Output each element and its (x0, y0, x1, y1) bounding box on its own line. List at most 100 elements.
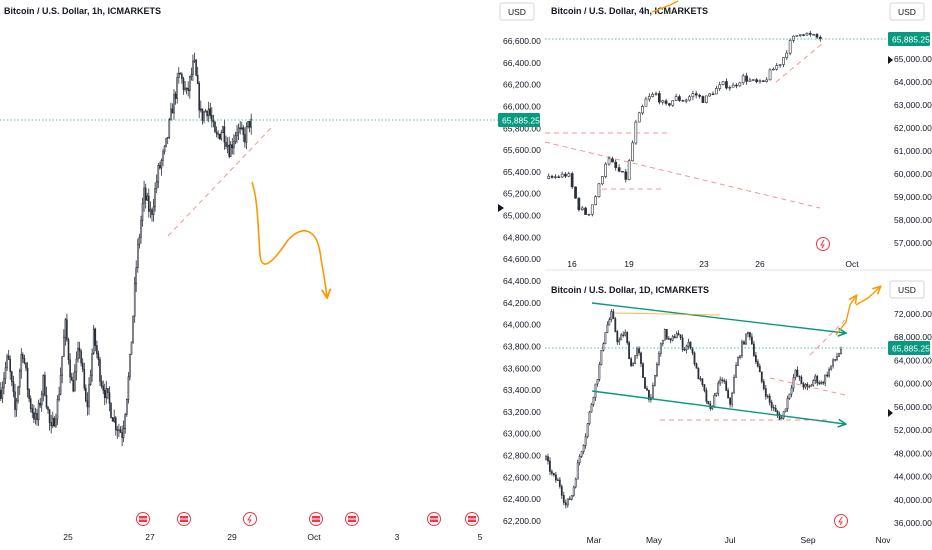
y-tick-label: 64,000.00 (503, 320, 541, 330)
dividend-bolt-icon[interactable] (243, 512, 257, 526)
candle-body (570, 495, 573, 500)
candle-body (29, 398, 32, 409)
dividend-bolt-icon[interactable] (816, 237, 830, 251)
candle-body (624, 171, 628, 180)
candle-body (705, 390, 708, 402)
candle-body (570, 173, 574, 188)
dividend-bolt-icon[interactable] (834, 514, 848, 528)
chart-1d-projection-arrow-2[interactable] (855, 287, 880, 306)
candle-body (115, 417, 117, 431)
candle-body (612, 311, 615, 319)
candle-body (572, 486, 575, 496)
candle-body (820, 381, 823, 384)
chart-1d-dash-line-2[interactable] (809, 319, 846, 356)
y-tick-label: 63,400.00 (503, 385, 541, 395)
candle-body (184, 87, 186, 90)
candle-body (209, 108, 212, 116)
chart-4h-trendline[interactable] (775, 43, 823, 83)
svg-text:65,885.25: 65,885.25 (502, 116, 540, 126)
candle-body (242, 127, 245, 135)
candle-body (798, 375, 801, 378)
candle-body (576, 462, 579, 480)
candle-body (782, 57, 785, 65)
candle-body (1, 387, 4, 399)
candle-body (775, 65, 779, 70)
chart-1d-channel-lower[interactable] (591, 390, 845, 424)
candle-body (181, 73, 183, 79)
candle-body (179, 72, 182, 75)
candle-body (15, 400, 18, 410)
chart-4h-descending-line[interactable] (544, 141, 821, 209)
candle-body (231, 144, 234, 149)
candle-body (834, 359, 837, 361)
candle-body (236, 132, 238, 137)
chart-1h-y-axis: 66,600.00 66,400.00 66,200.00 66,000.00 65,8… (503, 36, 541, 526)
candle-body (171, 108, 174, 114)
candle-body (691, 347, 694, 354)
candle-body (746, 332, 749, 335)
chart-1d-orange-line[interactable] (614, 312, 721, 316)
candle-body (26, 367, 29, 390)
candle-body (37, 402, 40, 421)
candle-body (694, 93, 698, 96)
candle-body (810, 384, 813, 387)
candle-body (33, 412, 35, 420)
candle-body (211, 115, 213, 122)
candle-body (590, 204, 594, 215)
candle-body (6, 355, 8, 369)
candle-body (794, 369, 797, 378)
candle-body (140, 220, 142, 238)
candle-body (701, 96, 705, 103)
candle-body (118, 429, 120, 431)
currency-badge[interactable] (499, 2, 535, 21)
candle-body (100, 381, 103, 387)
candle-body (564, 502, 567, 506)
candle-body (628, 342, 631, 360)
x-tick-label: 19 (624, 259, 634, 269)
candle-body (762, 381, 765, 389)
candle-body (69, 359, 71, 378)
candle-body (698, 94, 701, 97)
chart-1d[interactable]: Bitcoin / U.S. Dollar, 1D, ICMARKETS USD… (545, 280, 932, 545)
chart-1h[interactable]: Bitcoin / U.S. Dollar, 1h, ICMARKETS USD… (0, 2, 541, 542)
candle-body (133, 283, 136, 317)
chart-1d-y-axis: 72,000.00 68,000.00 64,000.00 60,000.00 56,0… (894, 309, 932, 528)
candle-body (750, 336, 753, 345)
candle-body (148, 195, 150, 212)
currency-badge[interactable] (889, 280, 925, 299)
candle-body (548, 460, 551, 472)
candle-body (607, 158, 611, 165)
candle-body (14, 391, 16, 410)
candle-body (39, 402, 42, 406)
chart-1h-trendline[interactable] (167, 126, 273, 237)
candle-body (201, 108, 204, 121)
chart-1d-projection-arrow[interactable] (835, 296, 856, 336)
candle-body (28, 389, 30, 400)
candle-body (778, 414, 781, 420)
chart-1d-channel-upper[interactable] (591, 302, 845, 333)
pane-marker-2 (888, 56, 893, 64)
candle-body (222, 126, 224, 133)
candle-body (756, 361, 759, 367)
currency-label: USD (508, 7, 526, 17)
candle-body (121, 432, 123, 438)
currency-badge[interactable] (889, 2, 925, 21)
pane-marker-3 (888, 409, 893, 417)
candle-body (782, 411, 785, 419)
candle-body (708, 93, 711, 97)
candle-body (176, 77, 178, 99)
chart-4h[interactable]: Bitcoin / U.S. Dollar, 4h, ICMARKETS USD… (544, 0, 932, 269)
candle-body (830, 365, 833, 370)
candle-body (550, 175, 554, 178)
chart-1h-projection-arrow[interactable] (251, 181, 327, 297)
chart-1d-dash-line[interactable] (769, 377, 846, 396)
candle-body (132, 315, 134, 343)
candle-body (17, 386, 19, 402)
candle-body (239, 127, 241, 130)
candle-body (610, 311, 613, 320)
y-tick-label: 65,000.00 (503, 211, 541, 221)
candle-body (671, 100, 675, 106)
candle-body (745, 75, 748, 82)
candle-body (816, 375, 819, 384)
candle-body (40, 393, 43, 406)
